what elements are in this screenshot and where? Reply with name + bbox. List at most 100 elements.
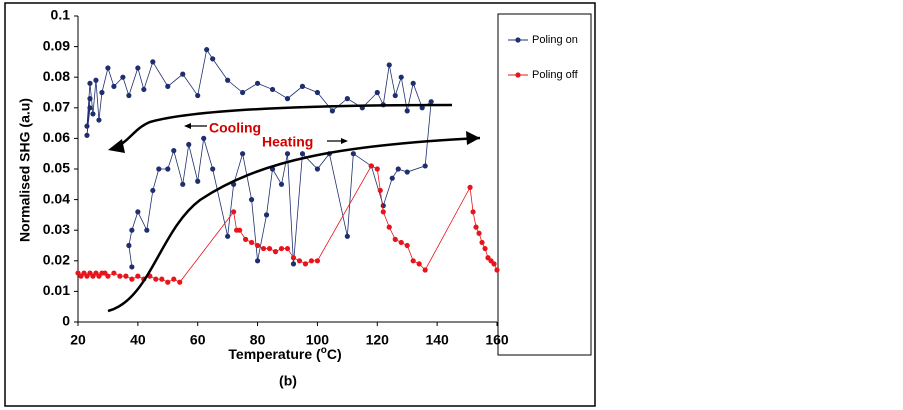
- data-point: [156, 166, 162, 172]
- data-point: [467, 184, 473, 190]
- data-point: [144, 227, 150, 233]
- data-point: [141, 86, 147, 93]
- data-point: [374, 166, 380, 172]
- data-point: [111, 83, 117, 89]
- data-point: [260, 245, 267, 252]
- y-tick-label: 0.1: [51, 7, 71, 23]
- data-point: [105, 65, 111, 71]
- data-point: [165, 279, 171, 285]
- data-point: [171, 148, 177, 154]
- data-point: [410, 80, 416, 86]
- data-point: [135, 209, 141, 215]
- data-point: [380, 203, 386, 209]
- data-point: [96, 117, 102, 123]
- x-tick-label: 100: [306, 332, 330, 348]
- data-point: [240, 89, 246, 96]
- data-point: [290, 261, 297, 267]
- data-point: [350, 151, 356, 157]
- data-point: [117, 273, 123, 279]
- data-point: [180, 181, 186, 187]
- arrow-head: [108, 139, 125, 153]
- data-point: [254, 242, 261, 249]
- data-point: [210, 56, 216, 62]
- data-point: [248, 197, 255, 203]
- data-point: [231, 209, 237, 215]
- y-tick-label: 0.02: [43, 252, 70, 268]
- data-point: [410, 258, 416, 264]
- data-point: [482, 245, 488, 252]
- x-label-end: C): [327, 346, 342, 362]
- data-point: [120, 74, 126, 80]
- data-point: [84, 123, 90, 129]
- data-point: [135, 273, 141, 279]
- heating-curve: [107, 136, 481, 313]
- data-point: [105, 273, 111, 279]
- data-point: [302, 261, 309, 267]
- data-point: [248, 239, 255, 246]
- data-point: [111, 270, 117, 276]
- data-point: [225, 77, 231, 83]
- data-point: [422, 163, 428, 169]
- data-point: [389, 175, 395, 181]
- data-point: [237, 227, 243, 233]
- arrow-head: [466, 131, 480, 145]
- data-point: [84, 132, 90, 138]
- legend-marker: [515, 72, 521, 78]
- data-point: [204, 47, 210, 53]
- data-point: [90, 111, 96, 117]
- annotation: Heating: [262, 134, 313, 150]
- data-point: [404, 242, 410, 249]
- data-point: [129, 227, 135, 233]
- data-point: [165, 83, 171, 89]
- data-point: [186, 141, 192, 148]
- x-tick-label: 20: [70, 332, 86, 348]
- data-point: [299, 83, 306, 89]
- x-label-sup: o: [321, 345, 327, 356]
- data-point: [416, 261, 422, 267]
- data-point: [386, 62, 392, 68]
- y-tick-label: 0.08: [43, 68, 70, 84]
- data-point: [494, 267, 500, 273]
- x-axis-label: Temperature (oC): [228, 345, 341, 362]
- data-point: [177, 279, 183, 285]
- data-point: [344, 96, 350, 102]
- data-point: [87, 80, 93, 86]
- data-point: [210, 166, 216, 172]
- data-point: [368, 163, 374, 169]
- data-point: [243, 236, 249, 242]
- data-point: [150, 187, 156, 194]
- data-point: [308, 258, 315, 264]
- data-point: [392, 92, 398, 99]
- data-point: [254, 80, 261, 86]
- x-tick-label: 80: [250, 332, 266, 348]
- data-point: [126, 92, 132, 99]
- data-point: [123, 273, 129, 279]
- x-tick-label: 140: [425, 332, 449, 348]
- legend-label: Poling off: [532, 69, 579, 81]
- arrow-head: [184, 123, 191, 129]
- data-point: [171, 276, 177, 282]
- data-point: [290, 255, 297, 261]
- data-point: [180, 71, 186, 77]
- y-tick-label: 0.06: [43, 129, 70, 145]
- data-point: [165, 166, 171, 172]
- data-point: [395, 166, 401, 172]
- data-point: [93, 77, 99, 83]
- caption: (b): [279, 373, 297, 389]
- data-point: [129, 264, 135, 270]
- data-point: [87, 96, 93, 102]
- data-point: [87, 105, 93, 111]
- data-point: [284, 96, 291, 102]
- data-point: [476, 230, 482, 236]
- data-point: [329, 108, 335, 114]
- y-tick-label: 0.03: [43, 221, 70, 237]
- x-tick-label: 60: [190, 332, 206, 348]
- data-point: [380, 209, 386, 215]
- data-point: [491, 261, 497, 267]
- data-point: [398, 74, 404, 80]
- data-point: [470, 209, 476, 215]
- data-point: [404, 169, 410, 175]
- y-tick-label: 0.07: [43, 99, 70, 115]
- data-point: [419, 105, 425, 111]
